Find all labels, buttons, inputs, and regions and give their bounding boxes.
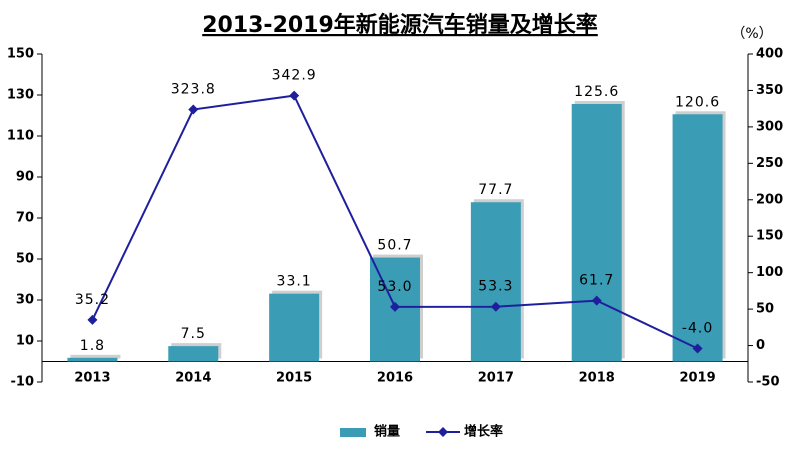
marker bbox=[591, 295, 602, 306]
legend-label: 增长率 bbox=[464, 424, 503, 440]
data-label: 61.7 bbox=[579, 273, 614, 289]
bar bbox=[571, 104, 622, 362]
bar bbox=[672, 114, 723, 362]
marker bbox=[490, 301, 501, 312]
data-label: 33.1 bbox=[277, 274, 312, 290]
x-tick-label: 2017 bbox=[478, 371, 514, 386]
data-label: 342.9 bbox=[272, 68, 317, 84]
y-tick-label: 50 bbox=[16, 252, 34, 267]
data-label: 50.7 bbox=[377, 238, 412, 254]
y2-unit: （%） bbox=[731, 26, 772, 42]
y2-tick-label: 0 bbox=[756, 338, 765, 353]
legend-label: 销量 bbox=[374, 424, 400, 440]
y2-tick-label: 400 bbox=[756, 47, 783, 62]
y2-tick-label: -50 bbox=[756, 375, 780, 390]
data-label: 53.0 bbox=[377, 279, 412, 295]
y-tick-label: 130 bbox=[7, 88, 34, 103]
marker bbox=[87, 314, 98, 325]
y2-tick-label: 350 bbox=[756, 83, 783, 98]
y-tick-label: 10 bbox=[16, 334, 34, 349]
y2-tick-label: 300 bbox=[756, 119, 783, 134]
y-tick-label: -10 bbox=[11, 375, 35, 390]
y-tick-label: 90 bbox=[16, 170, 34, 185]
y2-tick-label: 200 bbox=[756, 192, 783, 207]
data-label: 120.6 bbox=[675, 94, 720, 110]
bar bbox=[269, 293, 320, 362]
legend-swatch bbox=[438, 427, 448, 437]
chart-title: 2013-2019年新能源汽车销量及增长率 bbox=[202, 12, 598, 38]
y-tick-label: 70 bbox=[16, 211, 34, 226]
y2-tick-label: 150 bbox=[756, 229, 783, 244]
marker bbox=[289, 90, 300, 101]
marker bbox=[188, 104, 199, 115]
data-label: 1.8 bbox=[80, 338, 105, 354]
x-tick-label: 2018 bbox=[579, 371, 615, 386]
y2-tick-label: 100 bbox=[756, 265, 783, 280]
x-tick-label: 2019 bbox=[679, 371, 715, 386]
data-label: 77.7 bbox=[478, 182, 513, 198]
x-tick-label: 2016 bbox=[377, 371, 413, 386]
marker bbox=[692, 343, 703, 354]
data-label: 35.2 bbox=[75, 292, 110, 308]
x-tick-label: 2013 bbox=[74, 371, 110, 386]
y2-tick-label: 250 bbox=[756, 156, 783, 171]
x-tick-label: 2014 bbox=[175, 371, 211, 386]
y-tick-label: 110 bbox=[7, 129, 34, 144]
data-label: 323.8 bbox=[171, 82, 216, 98]
data-label: 125.6 bbox=[574, 84, 619, 100]
bar bbox=[470, 202, 521, 362]
data-label: -4.0 bbox=[682, 320, 713, 336]
legend-swatch bbox=[340, 428, 366, 437]
marker bbox=[390, 301, 400, 312]
y-tick-label: 30 bbox=[16, 293, 34, 308]
x-tick-label: 2015 bbox=[276, 371, 312, 386]
data-label: 53.3 bbox=[478, 279, 513, 295]
bar bbox=[168, 346, 219, 362]
y-tick-label: 150 bbox=[7, 47, 34, 62]
y2-tick-label: 50 bbox=[756, 302, 774, 317]
bar bbox=[67, 357, 118, 362]
data-label: 7.5 bbox=[181, 326, 206, 342]
bar-shadow bbox=[70, 354, 121, 359]
